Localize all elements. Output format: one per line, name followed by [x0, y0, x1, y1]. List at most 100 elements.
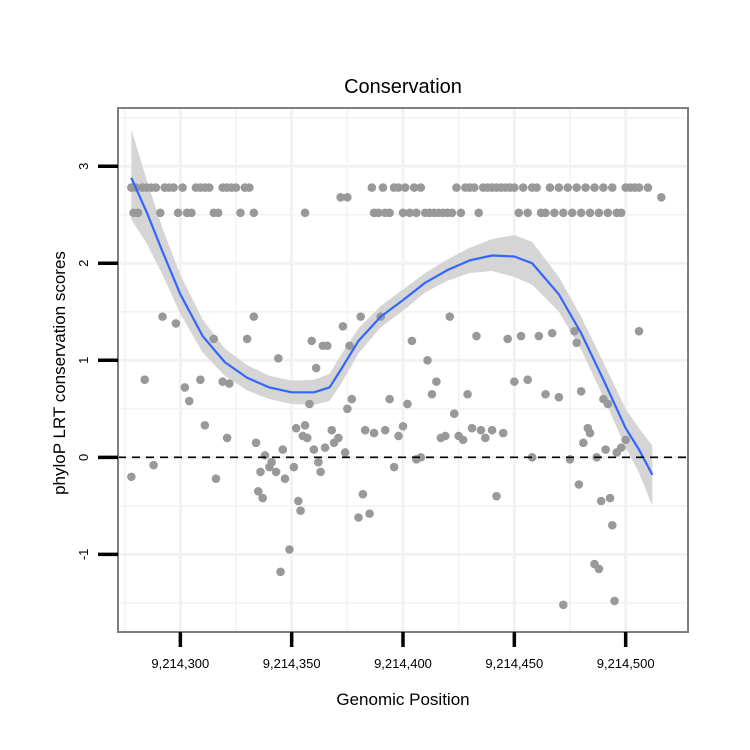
data-point-172 — [445, 312, 455, 321]
data-point-38 — [385, 208, 394, 218]
data-point-76 — [550, 208, 559, 218]
data-point-103 — [180, 383, 190, 392]
data-point-173 — [449, 409, 459, 418]
data-point-3 — [133, 208, 143, 218]
data-point-99 — [140, 375, 150, 385]
data-point-133 — [302, 433, 312, 443]
confidence-band-layer — [131, 129, 653, 506]
chart-title: Conservation — [344, 76, 462, 98]
x-tick-label-3: 9,214,450 — [485, 656, 543, 671]
data-point-74 — [541, 208, 550, 218]
data-point-198 — [576, 387, 586, 396]
data-point-182 — [492, 491, 501, 501]
data-point-59 — [474, 208, 484, 218]
data-point-183 — [498, 428, 508, 438]
data-point-98 — [127, 472, 136, 482]
data-point-85 — [590, 183, 599, 192]
data-point-32 — [343, 192, 352, 202]
x-tick-label-0: 9,214,300 — [151, 656, 209, 671]
data-point-153 — [358, 489, 368, 499]
data-point-111 — [225, 379, 234, 388]
data-point-151 — [354, 513, 363, 522]
data-point-156 — [369, 428, 379, 438]
data-point-107 — [209, 334, 219, 344]
data-point-186 — [516, 331, 526, 341]
data-point-46 — [416, 183, 426, 192]
smooth-line-layer — [130, 177, 654, 476]
data-point-128 — [291, 423, 301, 433]
data-point-105 — [196, 375, 205, 385]
y-tick-label-3: 2 — [76, 260, 91, 267]
data-point-78 — [559, 208, 568, 218]
confidence-band — [131, 129, 653, 506]
data-point-214 — [621, 435, 630, 445]
data-point-191 — [547, 328, 557, 338]
data-point-84 — [585, 208, 595, 218]
data-point-7 — [151, 183, 161, 192]
data-point-204 — [594, 564, 604, 574]
data-point-36 — [378, 183, 388, 192]
data-point-194 — [565, 454, 575, 464]
data-point-137 — [311, 363, 321, 373]
data-point-171 — [441, 431, 450, 441]
y-axis-label: phyloP LRT conservation scores — [50, 251, 69, 495]
data-point-11 — [169, 183, 178, 192]
data-point-13 — [178, 183, 187, 192]
data-point-80 — [567, 208, 577, 218]
data-point-68 — [514, 208, 524, 218]
y-tick-label-4: 3 — [76, 163, 91, 170]
data-point-8 — [156, 208, 165, 218]
data-point-205 — [596, 496, 606, 506]
data-point-139 — [316, 467, 325, 477]
data-point-179 — [476, 425, 486, 435]
data-point-215 — [634, 326, 644, 336]
data-point-166 — [416, 453, 426, 462]
data-point-208 — [603, 399, 613, 409]
data-point-79 — [563, 183, 573, 192]
data-point-152 — [356, 312, 365, 321]
data-point-178 — [472, 331, 481, 341]
grid-lines — [118, 108, 688, 632]
data-point-12 — [173, 208, 183, 218]
data-point-176 — [463, 389, 472, 399]
data-point-29 — [249, 208, 259, 218]
data-point-43 — [405, 208, 414, 218]
data-point-189 — [534, 331, 544, 341]
data-point-45 — [412, 208, 421, 218]
data-point-162 — [398, 421, 408, 431]
data-point-168 — [427, 389, 437, 399]
data-point-187 — [523, 375, 532, 385]
data-point-110 — [222, 433, 232, 443]
data-point-58 — [469, 183, 479, 192]
data-point-184 — [503, 334, 512, 344]
data-point-160 — [389, 462, 399, 472]
plot-panel — [117, 107, 689, 633]
data-point-81 — [572, 183, 581, 192]
data-point-193 — [559, 600, 568, 610]
data-point-109 — [218, 377, 227, 386]
y-tick-label-2: 1 — [76, 357, 91, 364]
data-point-185 — [510, 377, 519, 386]
data-point-108 — [211, 474, 221, 483]
data-point-154 — [360, 425, 370, 435]
data-point-155 — [365, 509, 374, 518]
data-point-175 — [458, 435, 468, 445]
data-point-118 — [260, 451, 270, 460]
data-point-197 — [574, 480, 584, 489]
data-point-116 — [256, 467, 265, 477]
data-point-213 — [616, 443, 626, 452]
data-point-42 — [400, 183, 410, 192]
data-point-69 — [518, 183, 528, 192]
data-point-82 — [576, 208, 586, 218]
data-point-87 — [599, 183, 608, 192]
data-point-163 — [403, 399, 412, 409]
data-point-97 — [656, 192, 666, 202]
data-point-132 — [300, 421, 310, 430]
data-point-150 — [347, 394, 357, 404]
data-point-136 — [309, 445, 319, 454]
data-point-195 — [570, 326, 579, 336]
data-point-113 — [249, 312, 259, 321]
data-point-180 — [481, 433, 490, 443]
data-point-145 — [334, 433, 343, 443]
